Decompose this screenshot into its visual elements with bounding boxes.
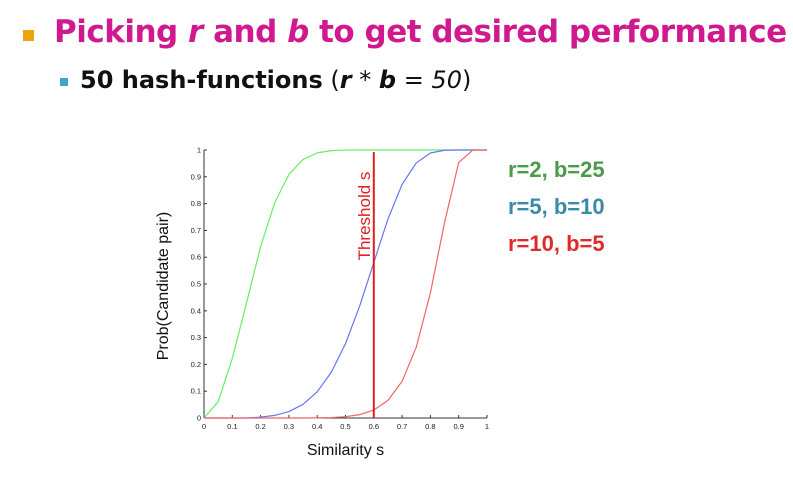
title-bullet	[23, 30, 34, 41]
y-tick-label: 0.5	[191, 280, 201, 289]
legend-item-green: r=2, b=25	[508, 157, 605, 182]
y-tick-label: 0.7	[191, 226, 201, 235]
y-tick-label: 0.1	[191, 387, 201, 396]
x-tick-label: 0.2	[255, 422, 265, 431]
y-tick-label: 0.4	[191, 306, 201, 315]
x-axis-label: Similarity s	[307, 442, 384, 459]
y-tick-label: 0.8	[191, 199, 201, 208]
x-tick-label: 0.9	[453, 422, 463, 431]
x-tick-label: 0.1	[227, 422, 237, 431]
x-tick-label: 0.7	[397, 422, 407, 431]
y-tick-label: 0.3	[191, 333, 201, 342]
y-tick-label: 0	[197, 414, 201, 423]
x-tick-label: 0.4	[312, 422, 322, 431]
slide-subtitle: 50 hash-functions (r * b = 50)	[80, 66, 472, 94]
y-tick-label: 0.6	[191, 253, 201, 262]
y-tick-label: 0.2	[191, 360, 201, 369]
x-tick-label: 0.3	[284, 422, 294, 431]
x-tick-label: 0.8	[425, 422, 435, 431]
y-tick-label: 0.9	[191, 172, 201, 181]
y-axis-label: Prob(Candidate pair)	[155, 212, 172, 361]
x-tick-label: 1	[485, 422, 489, 431]
legend-item-red: r=10, b=5	[508, 231, 605, 256]
y-tick-label: 1	[197, 146, 201, 155]
x-tick-label: 0.6	[369, 422, 379, 431]
x-tick-label: 0.5	[340, 422, 350, 431]
x-tick-label: 0	[202, 422, 206, 431]
subtitle-bullet	[60, 78, 68, 86]
threshold-label: Threshold s	[355, 172, 374, 261]
series-line-blue	[204, 149, 487, 419]
series-line-green	[203, 149, 487, 419]
legend-item-blue: r=5, b=10	[508, 194, 605, 219]
series-line-red	[204, 149, 488, 419]
slide-title: Picking r and b to get desired performan…	[54, 14, 787, 50]
